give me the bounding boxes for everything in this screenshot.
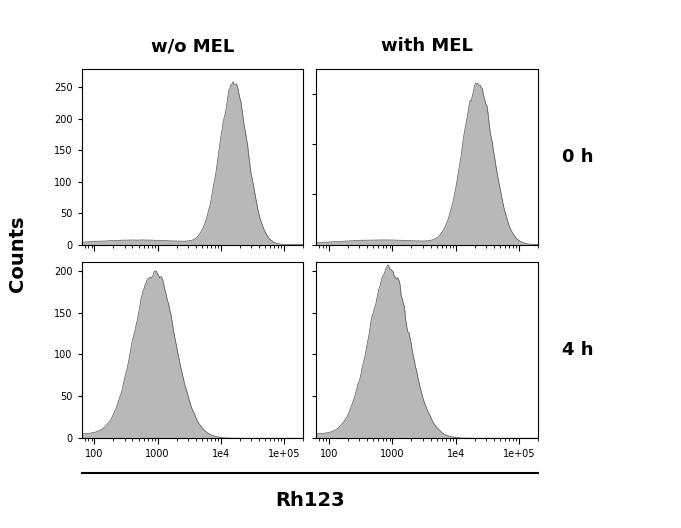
Text: 4 h: 4 h [562, 341, 593, 359]
Text: w/o MEL: w/o MEL [151, 37, 234, 55]
Text: 0 h: 0 h [562, 148, 593, 166]
Text: Counts: Counts [7, 215, 27, 291]
Text: with MEL: with MEL [381, 37, 473, 55]
Text: Rh123: Rh123 [275, 491, 345, 510]
